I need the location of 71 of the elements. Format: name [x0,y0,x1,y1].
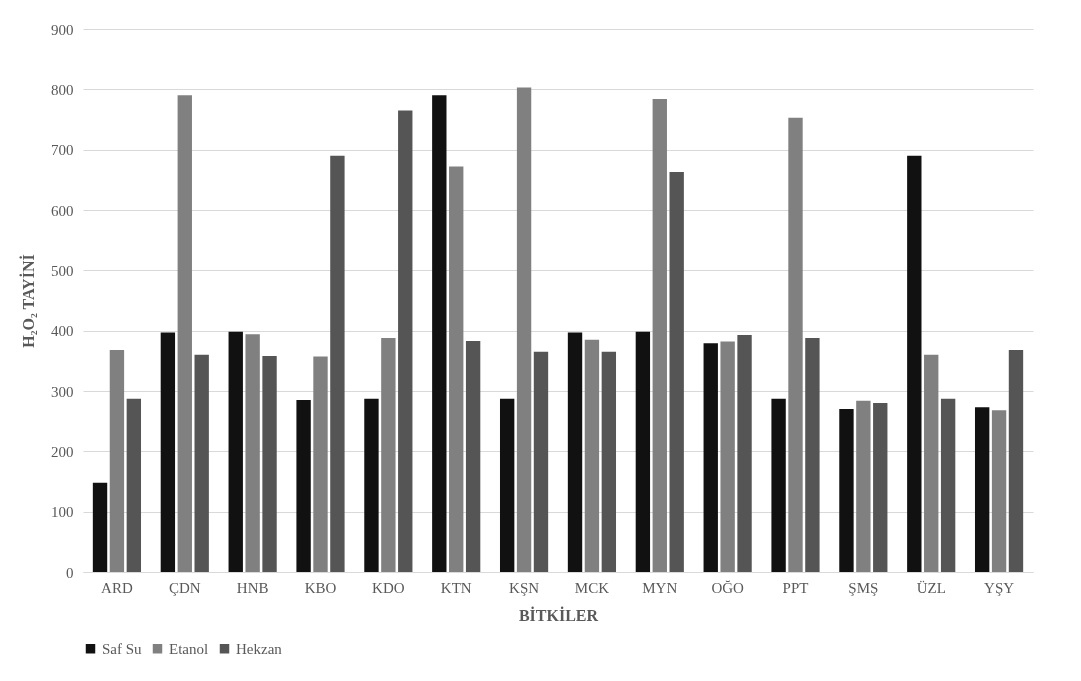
bar [1008,349,1024,572]
x-tick-label: YŞY [984,579,1015,596]
bar [669,171,684,572]
bar [296,400,311,572]
bar [126,398,142,572]
bar [109,349,125,572]
x-tick-label: ÇDN [168,579,201,596]
bar [398,110,413,572]
bar [974,407,990,572]
bar [924,354,939,572]
x-tick-label: KTN [440,579,472,596]
x-tick-label: KBO [304,579,337,596]
bar [720,341,735,572]
x-tick-label: MCK [574,579,610,596]
bar [788,117,803,572]
bar [771,398,786,572]
x-tick-label: ÜZL [916,579,946,596]
y-tick-label: 100 [51,504,74,521]
bar [499,398,515,572]
bar [907,155,922,572]
bar [737,334,752,572]
bar [839,409,854,572]
x-tick-label: PPT [782,579,809,596]
bar [516,87,532,572]
bar [601,351,617,572]
bar [635,331,651,572]
legend-label: Hekzan [236,640,283,657]
x-tick-label: ARD [101,579,133,596]
bar [313,356,328,572]
bar [228,331,243,572]
bar [652,98,667,572]
bar [177,95,192,572]
bar [991,410,1007,572]
legend-label: Etanol [169,640,209,657]
bar [567,332,583,572]
bar [262,356,277,572]
x-tick-label: MYN [642,579,678,596]
x-tick-label: HNB [236,579,269,596]
bar [364,398,379,572]
y-tick-label: 900 [51,21,74,38]
bar [533,351,549,572]
x-tick-label: OĞO [711,579,745,596]
x-tick-label: KŞN [509,579,540,596]
bar [381,337,396,572]
bar [160,332,176,572]
bar [805,337,820,572]
bar [92,482,108,572]
y-tick-label: 500 [51,262,74,279]
y-axis-title: H₂O₂ TAYİNİ [19,254,37,348]
y-tick-label: 600 [51,202,74,219]
y-tick-label: 700 [51,142,74,159]
bar [940,398,956,572]
y-tick-label: 300 [51,383,74,400]
bar [432,95,447,572]
y-tick-label: 400 [51,323,74,340]
bar [584,339,600,572]
y-tick-label: 0 [66,564,74,581]
bar [194,354,209,572]
x-tick-label: KDO [372,579,405,596]
y-tick-label: 800 [51,81,74,98]
bar [465,340,481,572]
bar [856,400,871,572]
bar [449,166,464,572]
y-tick-label: 200 [51,443,74,460]
x-tick-label: ŞMŞ [848,579,879,596]
bar [245,334,260,572]
bar [873,403,888,572]
bar [703,343,718,572]
x-axis-title: BİTKİLER [518,605,599,624]
legend-label: Saf Su [102,640,143,657]
bar [330,155,345,572]
